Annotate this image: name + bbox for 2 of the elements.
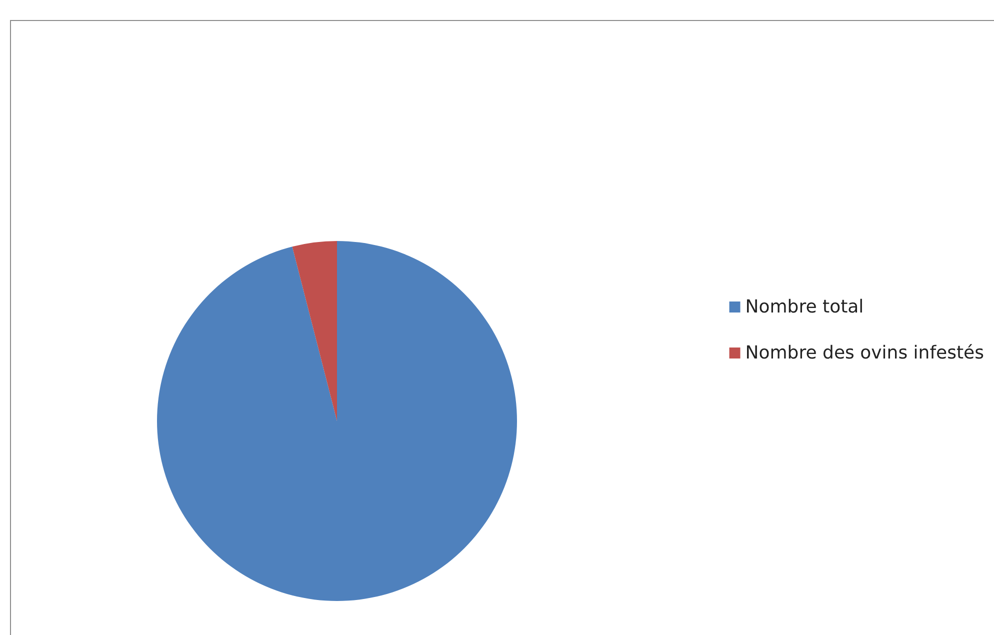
legend-label: Nombre total [745,296,864,318]
legend-label: Nombre des ovins infestés [745,342,984,364]
